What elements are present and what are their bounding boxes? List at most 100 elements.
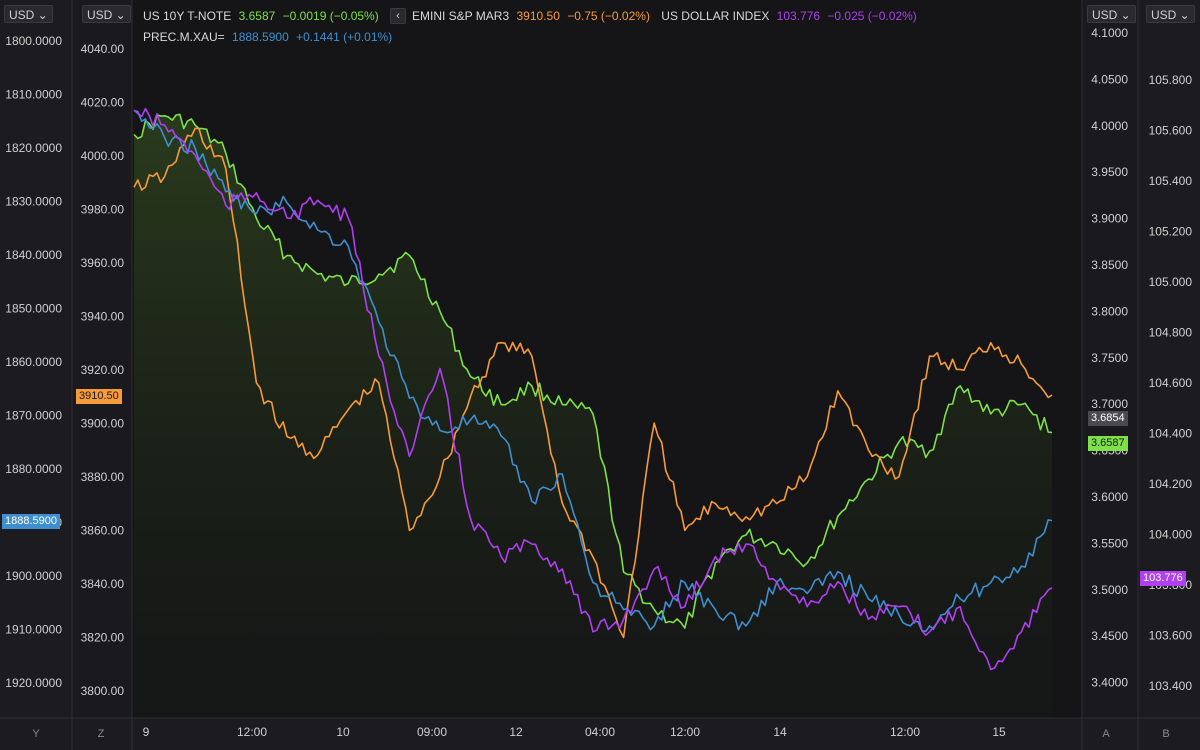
axis-tick-label: 3840.00: [81, 577, 125, 591]
price-tag-dxy: 103.776: [1140, 571, 1186, 586]
axis-tick-label: 3.4000: [1091, 676, 1128, 690]
series-line-emini-s-p-mar3[interactable]: [133, 127, 1053, 639]
legend-sp-name[interactable]: EMINI S&P MAR3: [412, 9, 510, 23]
price-tag-xau: 1888.5900: [2, 514, 60, 529]
axis-tick-label: 1830.0000: [5, 195, 62, 209]
axis-tick-label: 3920.00: [81, 363, 125, 377]
axis-tick-label: 104.200: [1149, 477, 1193, 491]
axis-tick-label: 3960.00: [81, 256, 125, 270]
axis-tick-label: 105.000: [1149, 275, 1193, 289]
axis-a-panel: [1082, 0, 1138, 750]
legend-xau-name[interactable]: PREC.M.XAU=: [143, 30, 225, 44]
axis-a-unit-dropdown[interactable]: USD ⌄: [1087, 5, 1136, 23]
x-tick-label: 9: [143, 725, 150, 739]
series-line-us-dollar-index[interactable]: [133, 107, 1053, 671]
axis-tick-label: 4020.00: [81, 96, 125, 110]
axis-z-unit-dropdown[interactable]: USD ⌄: [82, 5, 131, 23]
legend-dxy-change: −0.025 (−0.02%): [827, 9, 917, 23]
axis-b-panel: [1138, 0, 1200, 750]
legend-row-2: PREC.M.XAU= 1888.5900 +0.1441 (+0.01%): [143, 29, 396, 45]
legend-row-1b: EMINI S&P MAR3 3910.50 −0.75 (−0.02%) US…: [412, 8, 921, 24]
time-axis-panel: [0, 718, 1200, 750]
axis-tick-label: 1880.0000: [5, 462, 62, 476]
legend-xau-value: 1888.5900: [232, 30, 289, 44]
axis-tick-label: 3.7500: [1091, 351, 1128, 365]
axis-tick-label: 1860.0000: [5, 355, 62, 369]
legend-row-1: US 10Y T-NOTE 3.6587 −0.0019 (−0.05%): [143, 8, 383, 24]
axis-y-panel: [0, 0, 72, 750]
axis-tick-label: 4000.00: [81, 149, 125, 163]
axis-tick-label: 4.0000: [1091, 119, 1128, 133]
chevron-left-icon[interactable]: ‹: [390, 8, 406, 24]
axis-tick-label: 1910.0000: [5, 623, 62, 637]
axis-tick-label: 3.5500: [1091, 536, 1128, 550]
axis-tick-label: 104.800: [1149, 326, 1193, 340]
axis-tick-label: 104.600: [1149, 376, 1193, 390]
axis-tick-label: 1850.0000: [5, 302, 62, 316]
legend-xau-change: +0.1441 (+0.01%): [296, 30, 393, 44]
axis-letter-z: Z: [97, 728, 105, 740]
axis-letter-y: Y: [32, 728, 40, 740]
x-tick-label: 15: [992, 725, 1006, 739]
legend-dxy-name[interactable]: US DOLLAR INDEX: [661, 9, 770, 23]
axis-letter-a: A: [1102, 728, 1110, 740]
x-tick-label: 12: [509, 725, 523, 739]
axis-tick-label: 1810.0000: [5, 88, 62, 102]
legend-tnote-value: 3.6587: [238, 9, 276, 23]
axis-tick-label: 3940.00: [81, 310, 125, 324]
axis-tick-label: 4040.00: [81, 42, 125, 56]
axis-tick-label: 105.200: [1149, 225, 1193, 239]
legend-sp-change: −0.75 (−0.02%): [567, 9, 650, 23]
series-line-prec-m-xau-[interactable]: [133, 109, 1053, 633]
price-tag-tnote-prev: 3.6854: [1088, 411, 1128, 426]
axis-tick-label: 3820.00: [81, 631, 125, 645]
axis-tick-label: 3980.00: [81, 203, 125, 217]
axis-tick-label: 3.7000: [1091, 397, 1128, 411]
axis-tick-label: 105.400: [1149, 174, 1193, 188]
price-tag-sp: 3910.50: [76, 389, 122, 404]
legend-tnote-change: −0.0019 (−0.05%): [282, 9, 379, 23]
x-tick-label: 12:00: [890, 725, 920, 739]
axis-tick-label: 103.400: [1149, 679, 1193, 693]
axis-tick-label: 104.000: [1149, 528, 1193, 542]
price-tag-tnote: 3.6587: [1088, 436, 1128, 451]
axis-tick-label: 3.9000: [1091, 212, 1128, 226]
axis-tick-label: 3.8000: [1091, 304, 1128, 318]
axis-tick-label: 3880.00: [81, 470, 125, 484]
axis-tick-label: 3800.00: [81, 684, 125, 698]
axis-letter-b: B: [1162, 728, 1170, 740]
axis-tick-label: 3860.00: [81, 524, 125, 538]
axis-y-unit-dropdown[interactable]: USD ⌄: [4, 5, 53, 23]
legend-dxy-value: 103.776: [776, 9, 821, 23]
axis-tick-label: 3.6000: [1091, 490, 1128, 504]
axis-tick-label: 104.400: [1149, 427, 1193, 441]
x-tick-label: 04:00: [585, 725, 615, 739]
legend-tnote-name[interactable]: US 10Y T-NOTE: [143, 9, 232, 23]
x-tick-label: 12:00: [237, 725, 267, 739]
axis-tick-label: 1820.0000: [5, 141, 62, 155]
axis-tick-label: 4.0500: [1091, 72, 1128, 86]
axis-tick-label: 3.9500: [1091, 165, 1128, 179]
axis-z-panel: [72, 0, 132, 750]
axis-tick-label: 1870.0000: [5, 409, 62, 423]
x-tick-label: 14: [773, 725, 787, 739]
axis-b-unit-dropdown[interactable]: USD ⌄: [1146, 5, 1195, 23]
axis-tick-label: 1800.0000: [5, 34, 62, 48]
x-tick-label: 10: [336, 725, 350, 739]
axis-tick-label: 4.1000: [1091, 26, 1128, 40]
axis-tick-label: 103.600: [1149, 629, 1193, 643]
x-tick-label: 12:00: [670, 725, 700, 739]
series-line-us-10y-t-note[interactable]: [133, 113, 1053, 629]
axis-tick-label: 1840.0000: [5, 248, 62, 262]
axis-tick-label: 105.600: [1149, 124, 1193, 138]
legend-sp-value: 3910.50: [516, 9, 560, 23]
axis-tick-label: 3.5000: [1091, 583, 1128, 597]
axis-tick-label: 1900.0000: [5, 569, 62, 583]
x-tick-label: 09:00: [417, 725, 447, 739]
axis-tick-label: 105.800: [1149, 73, 1193, 87]
axis-tick-label: 3900.00: [81, 417, 125, 431]
axis-tick-label: 3.8500: [1091, 258, 1128, 272]
axis-tick-label: 3.4500: [1091, 629, 1128, 643]
